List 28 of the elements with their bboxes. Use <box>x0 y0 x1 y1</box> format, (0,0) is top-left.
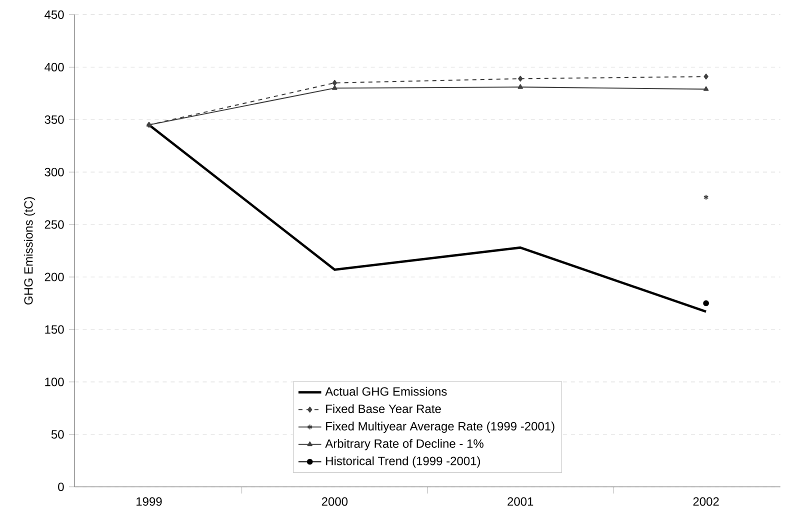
y-tick-label: 450 <box>44 10 64 20</box>
y-tick-label: 100 <box>45 378 64 386</box>
x-tick-label: 2001 <box>508 497 534 506</box>
y-tick-label: 200 <box>44 272 64 282</box>
y-tick-label: 400 <box>44 63 64 72</box>
y-tick-label: 300 <box>44 168 64 177</box>
point <box>704 74 708 80</box>
point <box>518 84 523 90</box>
y-tick-label: 250 <box>44 220 64 230</box>
legend-label: Fixed Multiyear Average Rate (1999 -2001) <box>326 422 554 434</box>
point <box>332 80 338 86</box>
point <box>332 85 338 90</box>
y-tick-label: 0 <box>58 482 64 492</box>
x-tick-label: 2002 <box>693 497 719 506</box>
point <box>518 76 523 82</box>
y-axis-title: GHG Emissions (tC) <box>24 197 36 305</box>
legend-label: Actual GHG Emissions <box>325 387 447 396</box>
legend-label: Arbitrary Rate of Decline - 1% <box>325 439 484 450</box>
y-tick-label: 150 <box>45 325 64 334</box>
point <box>703 194 709 200</box>
point <box>703 86 709 92</box>
x-tick-label: 1999 <box>136 497 162 506</box>
y-tick-label: 50 <box>51 430 64 439</box>
legend-label: Historical Trend (1999 -2001) <box>326 456 480 468</box>
point <box>703 300 709 306</box>
x-tick-label: 2000 <box>322 497 348 506</box>
y-tick-label: 350 <box>44 116 64 124</box>
legend-label: Fixed Base Year Rate <box>326 404 441 414</box>
